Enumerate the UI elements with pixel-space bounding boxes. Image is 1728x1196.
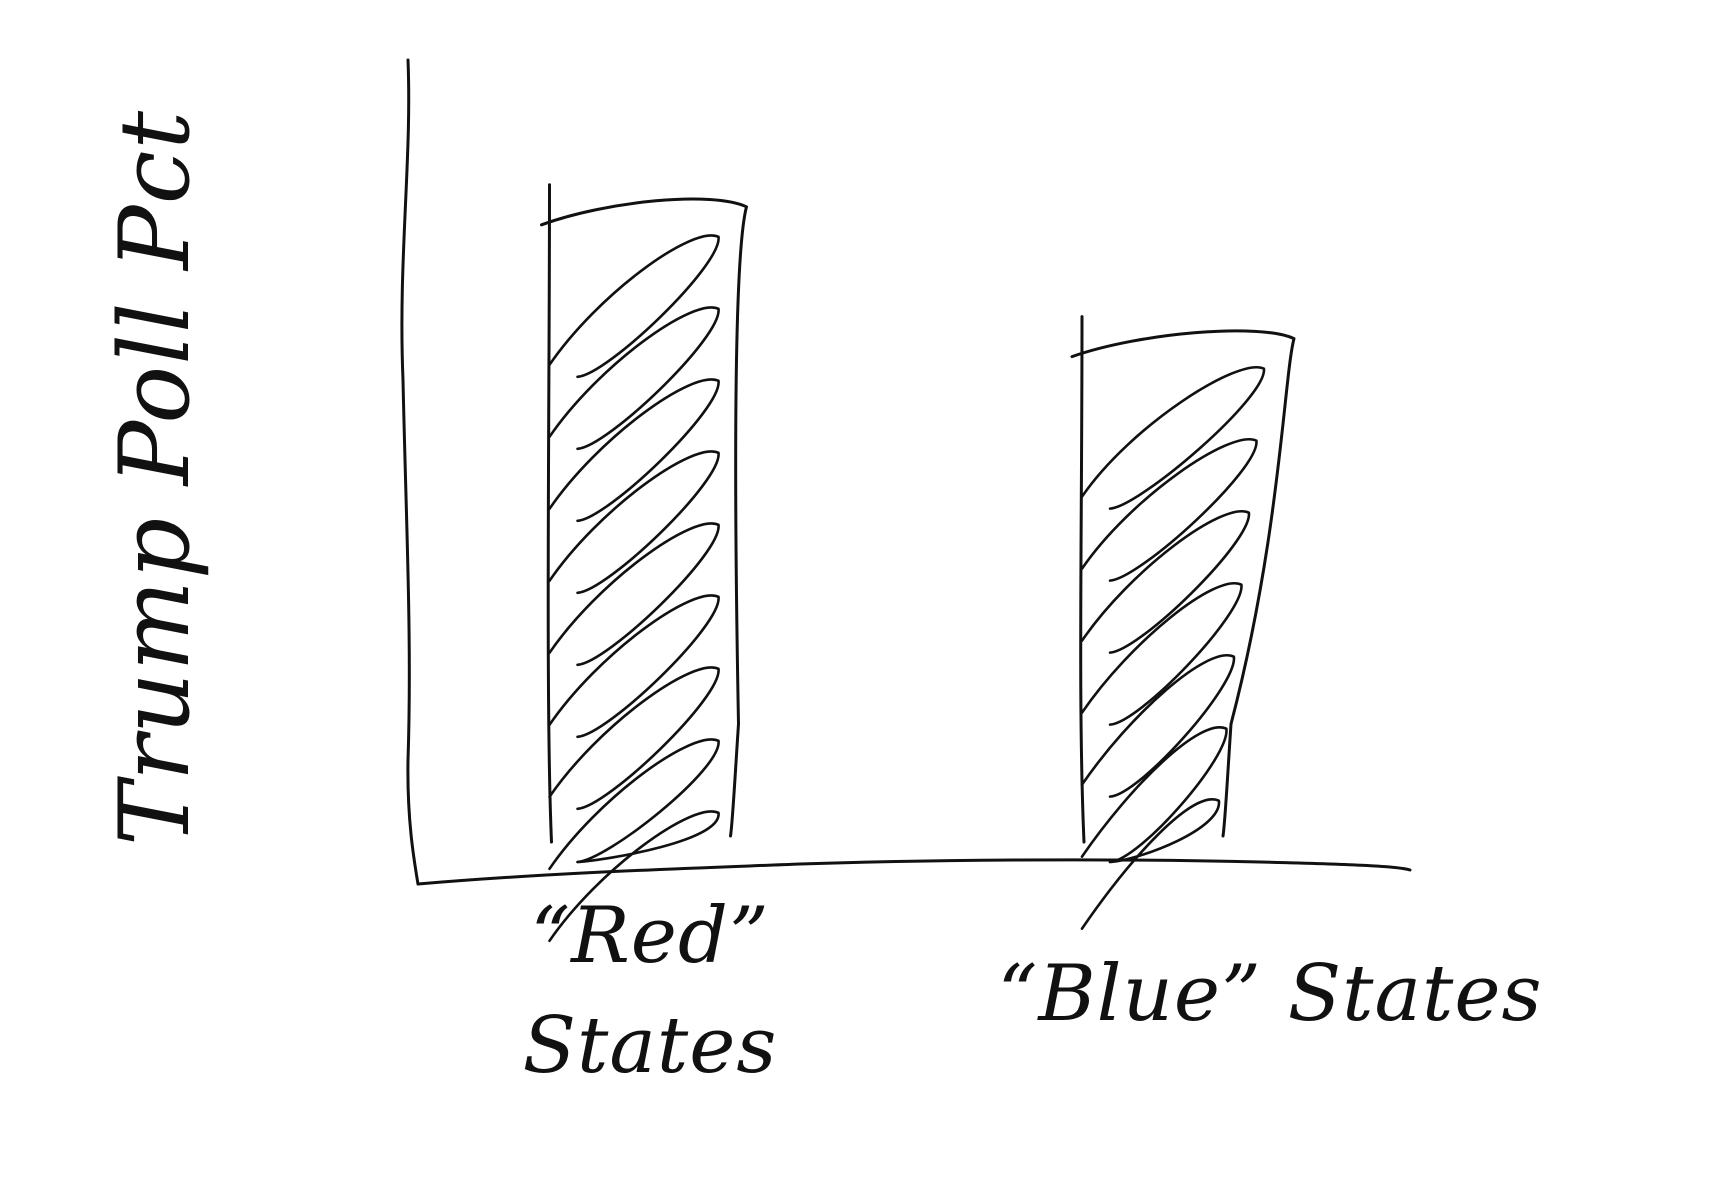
labels: Trump Poll Pct “Red” States “Blue” States: [99, 110, 1542, 1091]
hatch-stroke: [548, 522, 720, 667]
bar-outline: [1070, 315, 1296, 844]
hatch-stroke: [1080, 438, 1258, 582]
category-label: “Red” States: [523, 891, 778, 1091]
x-axis: [416, 858, 1412, 886]
hatch-stroke: [1080, 654, 1236, 798]
bar-hatching: [548, 234, 720, 943]
axes: [400, 58, 1412, 886]
hatch-stroke: [548, 234, 720, 379]
hatch-stroke: [548, 306, 720, 451]
category-label-line: States: [523, 1001, 778, 1091]
hatch-stroke: [548, 810, 720, 943]
hatch-stroke: [1080, 510, 1251, 654]
bar-red-states: [540, 183, 748, 943]
bar-outline: [540, 183, 748, 844]
bar-blue-states: [1070, 315, 1296, 930]
category-label-line: “Red”: [530, 891, 770, 981]
hatch-stroke: [1080, 798, 1221, 930]
y-axis: [400, 58, 420, 886]
category-label: “Blue” States: [997, 949, 1542, 1039]
hatch-stroke: [548, 738, 720, 871]
hatch-stroke: [548, 666, 720, 811]
y-axis-label: Trump Poll Pct: [99, 110, 211, 846]
hatch-stroke: [548, 594, 720, 739]
hatch-stroke: [548, 450, 720, 595]
hatch-stroke: [1080, 366, 1266, 510]
hatch-stroke: [548, 378, 720, 523]
hatch-stroke: [1080, 726, 1228, 864]
category-label-line: “Blue” States: [997, 949, 1542, 1039]
bars: [540, 183, 1296, 943]
hatch-stroke: [1080, 582, 1243, 726]
bar-hatching: [1080, 366, 1266, 930]
